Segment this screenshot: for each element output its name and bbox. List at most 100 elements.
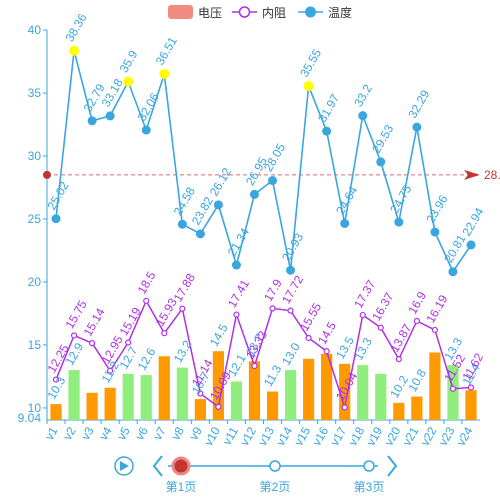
resistance-point [125, 339, 132, 346]
temperature-point-highlight [159, 68, 170, 79]
prev-icon [152, 455, 163, 477]
temperature-point [466, 240, 476, 250]
timeline-node [363, 460, 375, 472]
bar-value-label: 10.8 [405, 367, 429, 395]
temperature-point [358, 111, 368, 121]
x-tick-label: v18 [346, 424, 368, 448]
voltage-bar [68, 370, 80, 420]
x-tick-label: v7 [150, 424, 169, 442]
temperature-value-label: 23.96 [423, 192, 450, 225]
resistance-point [377, 324, 384, 331]
resistance-value-label: 15.55 [297, 300, 324, 333]
voltage-bar [122, 373, 134, 420]
temperature-point-highlight [69, 45, 80, 56]
y-tick-label: 15 [28, 338, 42, 352]
resistance-point [107, 367, 114, 374]
temperature-point [141, 125, 151, 135]
y-tick-label: 20 [28, 275, 42, 289]
resistance-value-label: 17.41 [225, 277, 252, 310]
x-tick-label: v17 [327, 424, 349, 448]
x-tick-label: v15 [291, 424, 313, 448]
resistance-point [251, 362, 258, 370]
temperature-value-label: 26.12 [207, 165, 234, 198]
voltage-bar [248, 361, 261, 420]
voltage-bar [86, 392, 98, 420]
legend-temperature-marker [305, 6, 316, 18]
temperature-line [55, 50, 472, 274]
temperature-value-label: 38.36 [63, 11, 90, 44]
resistance-point [52, 376, 60, 383]
x-tick-label: v20 [382, 424, 404, 448]
resistance-value-label: 16.9 [405, 289, 429, 317]
x-tick-label: v23 [436, 424, 458, 448]
timeline-page-label: 第1页 [166, 480, 197, 494]
voltage-bar [339, 363, 351, 420]
voltage-bar [176, 367, 188, 420]
resistance-point [305, 334, 312, 342]
temperature-value-label: 32.29 [405, 87, 432, 120]
resistance-value-label: 17.72 [279, 273, 306, 306]
temperature-point [268, 176, 278, 186]
temperature-value-label: 20.81 [441, 232, 468, 265]
y-min-label: 9.04 [18, 411, 42, 425]
resistance-point [413, 317, 420, 325]
resistance-point [70, 332, 78, 339]
voltage-bar [357, 365, 369, 420]
play-button [114, 456, 134, 476]
play-icon [120, 461, 129, 471]
resistance-value-label: 15.19 [117, 305, 144, 338]
resistance-point [431, 326, 438, 334]
series-lines [51, 45, 476, 411]
temperature-value-label: 31.97 [315, 91, 342, 124]
voltage-bar [50, 404, 62, 420]
resistance-point [323, 348, 330, 355]
mark-line-arrow [464, 169, 480, 180]
resistance-value-label: 18.5 [135, 269, 159, 297]
next-icon [387, 455, 398, 477]
mark-line-label: 28.5 [484, 168, 500, 182]
x-tick-label: v4 [96, 424, 115, 442]
bar-value-label: 13.0 [279, 340, 303, 368]
voltage-bar [321, 353, 333, 420]
resistance-point [269, 305, 276, 312]
y-tick-label: 10 [28, 401, 42, 415]
legend: 电压 内阻 温度 [168, 5, 352, 20]
temperature-point [249, 189, 259, 199]
resistance-point [449, 385, 457, 392]
legend-temperature-label: 温度 [328, 5, 352, 20]
legend-voltage-swatch [168, 5, 193, 19]
temperature-value-label: 28.05 [261, 141, 288, 174]
temperature-point [177, 219, 187, 229]
temperature-value-label: 22.94 [459, 205, 486, 238]
voltage-bar [429, 352, 441, 420]
temperature-value-label: 36.51 [153, 34, 180, 67]
temperature-value-label: 33.2 [351, 82, 375, 110]
resistance-point [341, 404, 348, 411]
bar-value-label: 14.5 [207, 321, 231, 349]
bar-value-label: 10.3 [44, 374, 68, 402]
temperature-point [412, 122, 422, 132]
x-tick-label: v12 [237, 424, 259, 448]
resistance-point [395, 356, 402, 363]
voltage-bar [465, 390, 477, 420]
voltage-bar [104, 387, 116, 420]
temperature-value-label: 25.02 [44, 179, 71, 212]
resistance-point [215, 403, 222, 410]
voltage-bars [50, 351, 477, 420]
resistance-value-label: 16.37 [369, 290, 396, 323]
bar-value-label: 12.6 [135, 345, 159, 373]
temperature-value-label: 35.9 [117, 48, 141, 76]
resistance-point [143, 297, 150, 304]
temperature-point [87, 116, 97, 126]
voltage-bar [411, 396, 423, 420]
temperature-point-highlight [123, 76, 134, 87]
temperature-point [286, 265, 296, 275]
resistance-value-label: 17.88 [171, 271, 198, 304]
x-tick-label: v13 [255, 424, 277, 448]
resistance-point [179, 305, 186, 312]
resistance-point [359, 311, 366, 319]
resistance-point [467, 384, 475, 391]
temperature-point [231, 260, 241, 270]
